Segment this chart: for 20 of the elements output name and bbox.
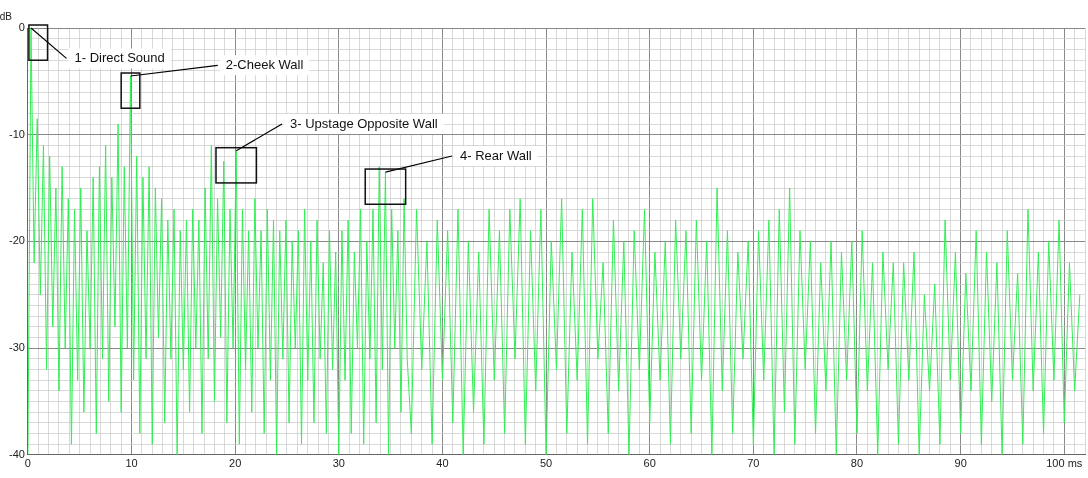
x-tick-label: 10	[125, 457, 138, 470]
annotation: 2-Cheek Wall	[225, 56, 304, 72]
x-tick-label: 70	[747, 457, 760, 470]
x-tick-label: 50	[539, 457, 553, 470]
y-tick-label: -30	[8, 341, 25, 354]
annotation: 1- Direct Sound	[74, 49, 165, 65]
y-tick-label: -10	[8, 127, 25, 140]
y-tick-label: -20	[8, 234, 25, 247]
x-tick-label: 60	[643, 457, 656, 470]
annotation: 4- Rear Wall	[459, 147, 532, 163]
y-tick-label: -40	[8, 447, 25, 460]
y-axis-title: dB	[0, 10, 13, 22]
y-tick-label: 0	[18, 21, 25, 34]
x-tick-label: 90	[954, 457, 967, 470]
x-tick-label: 100 ms	[1046, 457, 1083, 470]
annotation: 3- Upstage Opposite Wall	[290, 115, 438, 131]
x-tick-label: 30	[332, 457, 345, 470]
x-tick-label: 80	[850, 457, 864, 470]
x-tick-label: 20	[229, 457, 242, 470]
x-tick-label: 40	[436, 457, 449, 470]
